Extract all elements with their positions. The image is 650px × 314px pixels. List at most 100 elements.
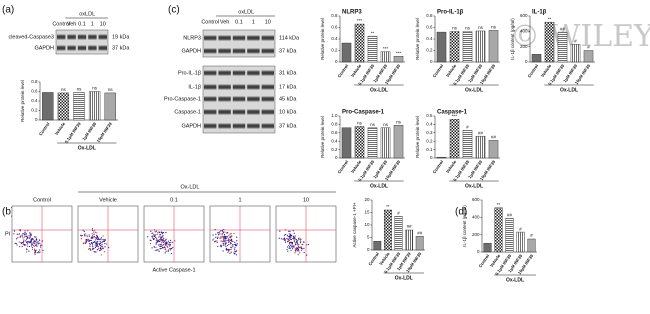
flow-dot [162,239,164,241]
flow-dot [30,245,33,247]
flow-dot [160,236,163,238]
significance: *** [396,50,402,55]
flow-dot [229,243,232,245]
band [204,109,217,115]
flow-dot [86,240,88,242]
flow-dot [154,231,156,233]
flow-dot [161,245,163,247]
flow-dot [294,237,296,239]
flow-dot [164,247,166,249]
y-tick-label: 0.6 [331,25,338,30]
flow-dot [283,234,285,236]
group-label: Ox-LDL [465,183,483,189]
band [261,96,274,102]
flow-dot [215,236,217,238]
kda-label: 10 kDa [279,109,297,115]
flow-dot [293,244,295,247]
flow-title: 1 [238,197,241,203]
y-tick-label: 200 [520,44,528,49]
bar [380,127,391,159]
flow-dot [290,236,292,238]
flow-dot [37,250,40,253]
chart-title: Pro-Caspase-1 [342,110,385,116]
y-tick-label: 400 [520,29,528,34]
band [98,45,107,51]
flow-dot [26,236,28,238]
x-tick-label: 10μM INF39 [95,121,113,143]
flow-dot [297,238,300,240]
flow-dot [230,246,232,248]
flow-dot [151,235,153,237]
significance: ns [370,122,376,127]
flow-dot [90,239,92,241]
flow-dot [18,241,20,243]
flow-dot [169,247,171,250]
flow-dot [158,250,160,253]
flow-dot [149,243,152,245]
bar [341,42,352,63]
flow-title: Vehicle [99,197,117,203]
bar [436,156,447,159]
flow-dot [99,244,101,246]
flow-dot [155,242,158,244]
flow-dot [289,230,291,232]
y-tick-label: 0.2 [31,108,38,113]
flow-dot [167,244,169,246]
band [261,70,274,76]
flow-dot [34,240,36,243]
flow-dot [21,241,24,244]
flow-dot [228,240,230,242]
y-tick-label: 200 [472,232,480,237]
flow-dot [86,234,88,236]
flow-dot [95,237,97,239]
flow-dot [92,235,94,237]
flow-title: 0.1 [170,197,178,203]
flow-dot [91,244,94,246]
flow-dot [225,246,227,248]
flow-dot [220,244,222,246]
lane-label: Control [52,21,70,27]
flow-dot [165,232,167,234]
significance: ns [108,87,114,92]
bar [393,56,404,63]
panel-label: (a) [2,5,14,16]
flow-dot [155,237,158,240]
flow-dot [92,241,95,244]
flow-dot [212,234,214,236]
flow-dot [228,243,230,246]
x-tick-label: 0.1μM INF39 [64,121,82,144]
flow-dot [287,246,289,248]
bar [341,127,352,159]
x-tick-label: 1μM INF39 [81,121,97,142]
flow-dot [217,234,220,236]
flow-dot [230,240,232,242]
row-label: NLRP3 [183,35,201,41]
significance: ns [491,25,497,30]
flow-dot [293,238,295,240]
flow-dot [21,235,23,237]
flow-dot [155,243,157,245]
flow-dot [217,232,219,234]
kda-label: 45 kDa [279,96,297,102]
flow-dot [31,248,33,251]
y-tick-label: 0 [35,117,38,122]
y-tick-label: 600 [520,13,528,18]
bar [449,31,460,63]
flow-dot [303,247,305,250]
flow-dot [296,240,298,242]
bar [88,91,101,121]
x-tick-label: Control [478,253,491,268]
row-label: Pro-Caspase-1 [164,96,201,102]
flow-dot [298,244,300,246]
flow-dot [103,240,105,242]
flow-dot [216,241,218,244]
flow-dot [19,246,21,248]
flow-dot [33,242,35,244]
flow-dot [287,238,289,240]
band [218,84,231,90]
flow-dot [220,246,222,248]
flow-dot [286,234,288,236]
flow-dot [158,231,160,233]
flow-dot [279,230,281,232]
flow-dot [108,246,110,249]
